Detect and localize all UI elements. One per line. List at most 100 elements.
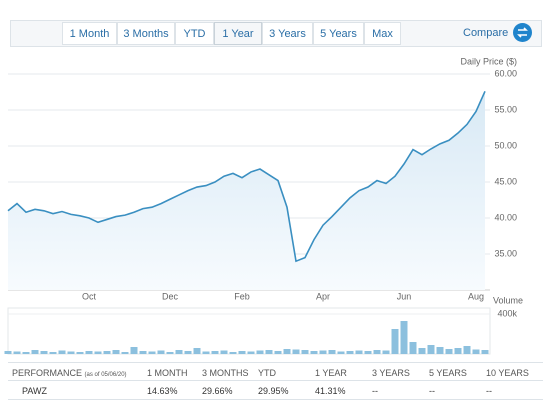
volume-bar: [337, 351, 345, 354]
performance-value: 29.95%: [258, 386, 289, 396]
volume-bar: [112, 350, 120, 354]
x-tick-label: Oct: [82, 291, 97, 301]
volume-panel: [7, 307, 491, 355]
compare-link[interactable]: Compare: [463, 27, 509, 39]
as-of-date: (as of 05/06/20): [84, 372, 127, 378]
volume-bar: [22, 352, 30, 354]
tab-bar: 1 Month 3 Months YTD 1 Year 3 Years 5 Years Ma…: [10, 20, 542, 47]
volume-bar: [94, 351, 102, 354]
performance-value: 14.63%: [147, 386, 178, 396]
volume-bar: [283, 349, 291, 354]
x-tick-label: Aug: [468, 291, 484, 301]
volume-bar: [265, 350, 273, 354]
volume-bar: [67, 351, 75, 354]
volume-axis-title: Volume: [493, 295, 523, 305]
column-header: 3 YEARS: [372, 368, 410, 378]
x-tick-label: Jun: [397, 291, 412, 301]
volume-bar: [454, 348, 462, 354]
volume-bar: [346, 351, 354, 354]
volume-bar: [4, 351, 12, 354]
volume-bar: [382, 350, 390, 354]
range-tab[interactable]: YTD: [175, 22, 214, 45]
volume-bar: [103, 351, 111, 354]
volume-bar: [445, 349, 453, 354]
volume-bar: [427, 345, 435, 354]
volume-bar: [148, 351, 156, 354]
volume-bar: [319, 350, 327, 354]
y-tick-label: 50.00: [494, 140, 517, 150]
volume-bar: [418, 348, 426, 354]
volume-bar: [40, 351, 48, 354]
volume-bar: [139, 351, 147, 354]
volume-bar: [391, 329, 399, 354]
volume-bar: [400, 321, 408, 354]
y-tick-label: 40.00: [494, 212, 517, 222]
volume-bar: [355, 350, 363, 354]
volume-bar: [229, 352, 237, 354]
performance-title: PERFORMANCE (as of 05/06/20): [12, 368, 127, 378]
y-tick-label: 60.00: [494, 68, 517, 78]
range-tab[interactable]: 1 Year: [214, 22, 262, 45]
volume-bar: [76, 352, 84, 354]
y-tick-label: 35.00: [494, 248, 517, 258]
x-tick-label: Feb: [234, 291, 250, 301]
volume-bar: [121, 352, 129, 354]
volume-bar: [238, 351, 246, 354]
divider: [8, 399, 543, 400]
performance-value: --: [486, 386, 492, 396]
price-axis-title: Daily Price ($): [460, 56, 517, 66]
volume-bar: [472, 349, 480, 354]
volume-bar: [130, 347, 138, 354]
volume-bar: [328, 350, 336, 354]
volume-bar: [13, 351, 21, 354]
range-tab[interactable]: 5 Years: [313, 22, 364, 45]
volume-bar: [409, 342, 417, 354]
volume-bar: [310, 351, 318, 354]
volume-bar: [301, 350, 309, 354]
performance-value: 41.31%: [315, 386, 346, 396]
volume-bar: [175, 350, 183, 354]
volume-bar: [292, 349, 300, 354]
volume-bar: [274, 351, 282, 354]
y-tick-label: 400k: [497, 308, 517, 318]
volume-bar: [202, 351, 210, 354]
range-tab[interactable]: Max: [364, 22, 401, 45]
x-tick-label: Apr: [316, 291, 330, 301]
range-tab[interactable]: 3 Months: [117, 22, 175, 45]
divider: [8, 380, 543, 381]
price-area: [8, 91, 485, 290]
volume-bar: [85, 351, 93, 354]
range-tab[interactable]: 1 Month: [62, 22, 117, 45]
volume-bar: [463, 346, 471, 354]
divider: [8, 362, 543, 363]
volume-bar: [256, 350, 264, 354]
performance-value: --: [372, 386, 378, 396]
volume-bar: [481, 350, 489, 354]
chart: Daily Price ($) Volume 35.00 40.00 45.00 50…: [4, 56, 523, 355]
volume-bar: [373, 350, 381, 354]
performance-table: PERFORMANCE (as of 05/06/20) 1 MONTH 3 MO…: [0, 362, 552, 402]
volume-bar: [436, 347, 444, 354]
column-header: 1 MONTH: [147, 368, 188, 378]
volume-bar: [364, 351, 372, 354]
volume-bar: [193, 348, 201, 354]
ticker: PAWZ: [22, 386, 47, 396]
y-tick-label: 55.00: [494, 104, 517, 114]
column-header: 1 YEAR: [315, 368, 347, 378]
column-header: YTD: [258, 368, 276, 378]
performance-value: 29.66%: [202, 386, 233, 396]
volume-bar: [220, 350, 228, 354]
range-tab[interactable]: 3 Years: [262, 22, 313, 45]
column-header: 5 YEARS: [429, 368, 467, 378]
volume-bar: [58, 350, 66, 354]
volume-bar: [184, 351, 192, 354]
volume-bar: [247, 351, 255, 354]
volume-bar: [31, 350, 39, 354]
column-header: 10 YEARS: [486, 368, 529, 378]
volume-bar: [166, 352, 174, 354]
compare-icon[interactable]: [513, 23, 532, 42]
compare-arrows: [517, 27, 528, 38]
price-line: [7, 90, 486, 263]
volume-bar: [157, 350, 165, 354]
